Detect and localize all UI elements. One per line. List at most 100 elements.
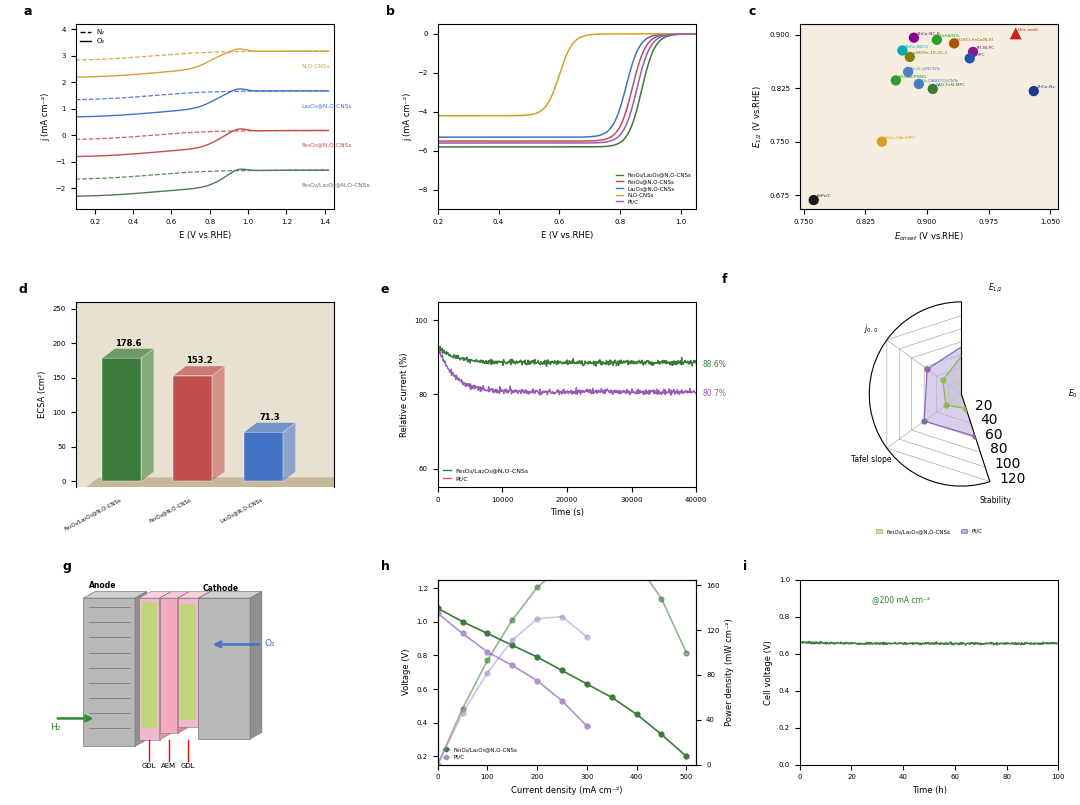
Point — [964, 45, 982, 59]
Point — [958, 402, 975, 415]
Text: f: f — [721, 274, 727, 287]
Polygon shape — [283, 423, 296, 481]
Polygon shape — [943, 328, 1050, 409]
Polygon shape — [139, 598, 160, 740]
Fe₃O₄/La₂O₃@N,O-CNSs — [456, 617, 469, 626]
Text: 178.6: 178.6 — [114, 339, 141, 348]
Y-axis label: Cell voltage (V): Cell voltage (V) — [765, 640, 773, 704]
Point — [901, 51, 918, 64]
Fe₃O₄/La₂O₃@N,O-CNSs — [481, 629, 494, 638]
Text: Fe₃O₄@N,O-CNSs: Fe₃O₄@N,O-CNSs — [301, 142, 352, 147]
Text: b: b — [386, 5, 395, 18]
Point — [937, 398, 955, 411]
Polygon shape — [135, 592, 147, 746]
Polygon shape — [178, 592, 189, 733]
Polygon shape — [141, 602, 157, 728]
Polygon shape — [180, 604, 195, 720]
Point — [972, 328, 989, 341]
Polygon shape — [160, 598, 178, 733]
Text: GDL: GDL — [143, 762, 157, 769]
X-axis label: E (V vs.RHE): E (V vs.RHE) — [541, 230, 593, 240]
Polygon shape — [178, 592, 211, 598]
Text: H₂: H₂ — [50, 723, 60, 732]
Point — [805, 194, 822, 207]
Text: g: g — [63, 560, 71, 573]
Line: Pt/C: Pt/C — [435, 611, 590, 729]
Text: 80.7%: 80.7% — [703, 389, 727, 398]
Text: ZH-NLPC: ZH-NLPC — [976, 46, 995, 50]
Pt/C — [555, 696, 568, 706]
Point — [874, 135, 891, 148]
Point — [900, 65, 917, 78]
Y-axis label: j (mA cm⁻²): j (mA cm⁻²) — [403, 93, 413, 141]
Legend: Fe₃O₄/La₂O₃@N,O-CNSs, Pt/C: Fe₃O₄/La₂O₃@N,O-CNSs, Pt/C — [874, 526, 984, 536]
Text: a: a — [24, 5, 32, 18]
Point — [1034, 387, 1051, 400]
Text: FePc/C: FePc/C — [816, 194, 831, 198]
Legend: Fe₃O₄/La₂O₃@N,O-CNSs, Pt/C: Fe₃O₄/La₂O₃@N,O-CNSs, Pt/C — [441, 465, 531, 484]
Pt/C — [456, 629, 469, 638]
X-axis label: E (V vs.RHE): E (V vs.RHE) — [179, 230, 231, 240]
Fe₃O₄/La₂O₃@N,O-CNSs — [630, 709, 643, 719]
Text: Anode: Anode — [89, 581, 116, 590]
Text: c: c — [748, 5, 755, 18]
Polygon shape — [199, 598, 251, 739]
Pt/C — [580, 721, 593, 731]
Text: W-SAx/PNNG: W-SAx/PNNG — [899, 75, 927, 79]
Polygon shape — [139, 592, 172, 598]
Polygon shape — [83, 598, 135, 746]
Polygon shape — [86, 477, 351, 487]
Text: GDL: GDL — [180, 762, 195, 769]
Bar — [103, 358, 141, 481]
Text: this work: this work — [1018, 27, 1038, 31]
Point — [905, 31, 922, 44]
Text: @200 mA cm⁻²: @200 mA cm⁻² — [873, 595, 930, 604]
Text: 153.2: 153.2 — [186, 357, 212, 365]
Polygon shape — [103, 349, 153, 358]
Pt/C — [481, 647, 494, 657]
Polygon shape — [924, 334, 1042, 436]
Text: d: d — [18, 283, 28, 295]
Fe₃O₄/La₂O₃@N,O-CNSs — [680, 752, 693, 762]
Point — [928, 33, 945, 46]
Text: e: e — [381, 283, 389, 295]
X-axis label: $E_{onset}$ (V vs.RHE): $E_{onset}$ (V vs.RHE) — [894, 230, 964, 243]
Text: SAO-FeN-MPC: SAO-FeN-MPC — [935, 83, 966, 87]
Y-axis label: Relative current (%): Relative current (%) — [400, 353, 409, 436]
Text: AEM: AEM — [161, 762, 176, 769]
Point — [919, 363, 936, 376]
Y-axis label: Power density (mW cm⁻²): Power density (mW cm⁻²) — [725, 618, 734, 726]
Polygon shape — [160, 592, 172, 740]
X-axis label: Current density (mA cm⁻²): Current density (mA cm⁻²) — [511, 786, 623, 795]
Text: N,O-CNSs: N,O-CNSs — [301, 64, 330, 68]
Pt/C — [431, 609, 444, 618]
Y-axis label: ECSA (cm²): ECSA (cm²) — [38, 371, 46, 418]
Point — [967, 430, 984, 443]
Fe₃O₄/La₂O₃@N,O-CNSs — [654, 729, 667, 739]
Point — [945, 37, 962, 50]
Point — [934, 374, 951, 387]
Bar — [244, 432, 283, 481]
X-axis label: Time (h): Time (h) — [912, 786, 946, 795]
Legend: Fe₃O₄/La₂O₃@N,O-CNSs, Fe₃O₄@N,O-CNSs, La₂O₃@N,O-CNSs, N,O-CNSs, Pt/C: Fe₃O₄/La₂O₃@N,O-CNSs, Fe₃O₄@N,O-CNSs, La… — [615, 171, 693, 207]
Point — [894, 44, 912, 57]
Pt/C — [530, 675, 543, 685]
Pt/C — [505, 661, 518, 671]
Polygon shape — [178, 598, 199, 727]
Text: FeFe-SEC3: FeFe-SEC3 — [905, 45, 928, 49]
Fe₃O₄/La₂O₃@N,O-CNSs — [431, 604, 444, 613]
Legend: Fe₃O₄/La₂O₃@N,O-CNSs, Pt/C: Fe₃O₄/La₂O₃@N,O-CNSs, Pt/C — [441, 745, 519, 762]
Polygon shape — [212, 366, 225, 481]
Point — [1041, 387, 1058, 400]
X-axis label: Time (s): Time (s) — [550, 508, 584, 518]
Polygon shape — [160, 592, 189, 598]
Point — [910, 77, 928, 90]
Point — [974, 322, 991, 335]
Polygon shape — [199, 592, 261, 598]
Fe₃O₄/La₂O₃@N,O-CNSs — [580, 679, 593, 689]
Fe₃O₄/La₂O₃@N,O-CNSs — [530, 652, 543, 662]
Point — [1007, 27, 1024, 39]
Y-axis label: $E_{1/2}$ (V vs.RHE): $E_{1/2}$ (V vs.RHE) — [752, 85, 765, 148]
Polygon shape — [141, 349, 153, 481]
Point — [961, 52, 978, 64]
